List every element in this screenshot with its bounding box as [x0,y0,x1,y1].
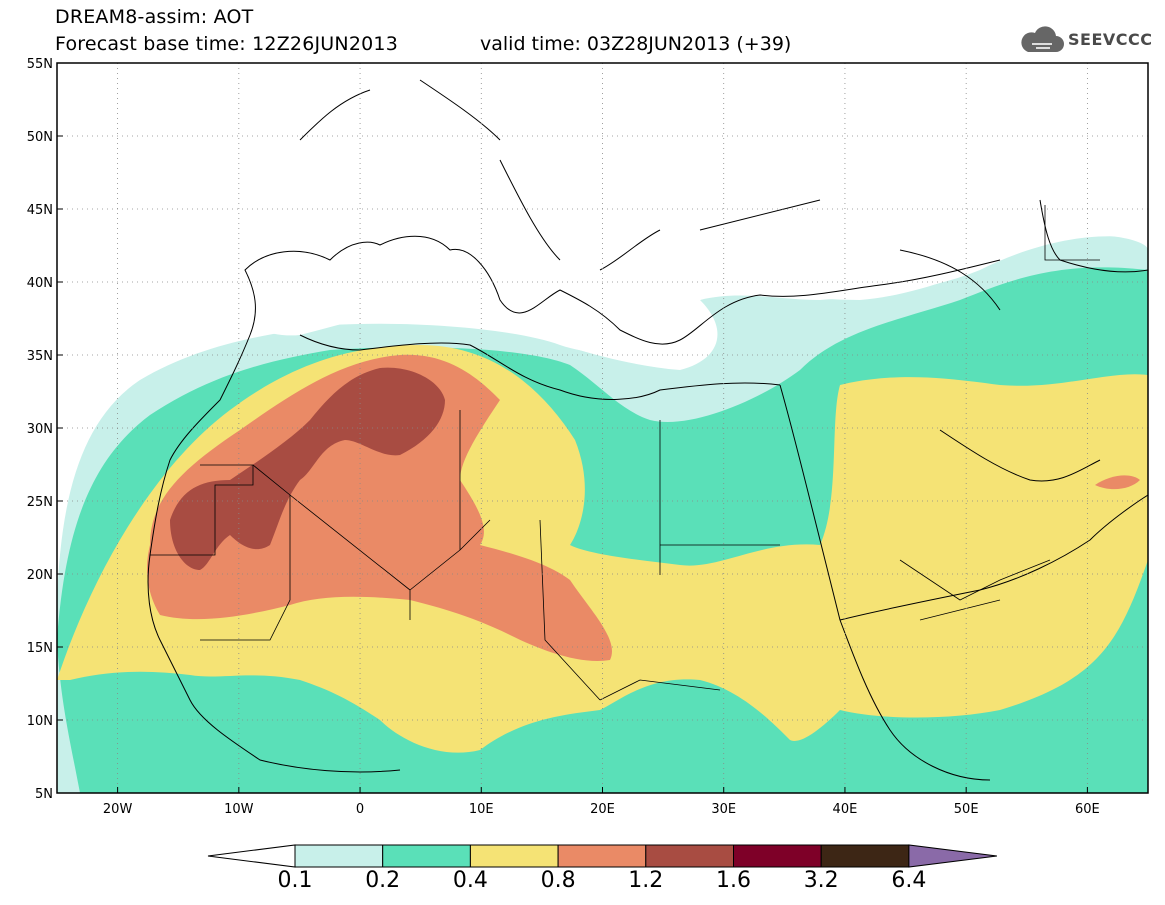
axis-ticks [57,62,1088,794]
colorbar-bin [733,844,822,868]
lat-tick-label: 10N [27,714,53,729]
lon-tick-label: 10E [469,802,494,817]
title-line-1: DREAM8-assim: AOT [55,6,254,28]
colorbar-label: 0.2 [365,868,401,893]
colorbar-bin [557,844,647,868]
colorbar-label: 1.2 [628,868,664,893]
lat-tick-label: 30N [27,422,53,437]
colorbar-bin [469,844,559,868]
lat-tick-label: 55N [27,57,53,72]
colorbar-bin [645,844,734,868]
colorbar-arrow-low [207,844,296,868]
lon-tick-label: 20E [590,802,615,817]
grid-lines [57,63,1148,793]
lon-labels: 20W 10W 0 10E 20E 30E 40E 50E 60E [103,802,1100,817]
colorbar-bin [382,844,471,868]
colorbar-label: 0.4 [452,868,488,893]
coastlines [147,79,1148,781]
title-line-2: Forecast base time: 12Z26JUN2013 [55,33,398,55]
aot-level-0.8 [147,354,612,661]
europe-land [57,63,1148,336]
lat-tick-label: 45N [27,203,53,218]
aot-level-1.2 [170,367,445,570]
borders [150,205,1100,701]
colorbar-arrow-high [908,844,997,868]
valid-time: valid time: 03Z28JUN2013 (+39) [480,33,792,55]
lon-tick-label: 10W [224,802,254,817]
lat-tick-label: 15N [27,641,53,656]
colorbar-label: 0.8 [540,868,576,893]
mediterranean-clear [480,285,718,370]
lon-tick-label: 50E [954,802,979,817]
lon-tick-label: 30E [711,802,736,817]
lon-tick-label: 60E [1075,802,1100,817]
colorbar-label: 1.6 [716,868,751,893]
lat-tick-label: 5N [35,787,53,802]
colorbar [207,844,997,868]
colorbar-label: 0.1 [277,868,313,893]
logo-text: SEEVCCC [1068,30,1153,49]
lon-tick-label: 0 [356,802,364,817]
cloud-icon [1021,26,1064,52]
lat-tick-label: 40N [27,276,53,291]
colorbar-bin [294,844,384,868]
lon-tick-label: 20W [103,802,133,817]
colorbar-label: 3.2 [803,868,839,893]
lat-tick-label: 25N [27,495,53,510]
colorbar-label: 6.4 [891,868,927,893]
lat-tick-label: 20N [27,568,53,583]
colorbar-bin [820,844,910,868]
lat-tick-label: 50N [27,130,53,145]
lat-tick-label: 35N [27,349,53,364]
logo: SEEVCCC [1018,24,1158,58]
aot-patch-iran [1095,475,1140,490]
lon-tick-label: 40E [833,802,858,817]
lat-labels: 55N 50N 45N 40N 35N 30N 25N 20N 15N 10N 5N [27,57,53,802]
